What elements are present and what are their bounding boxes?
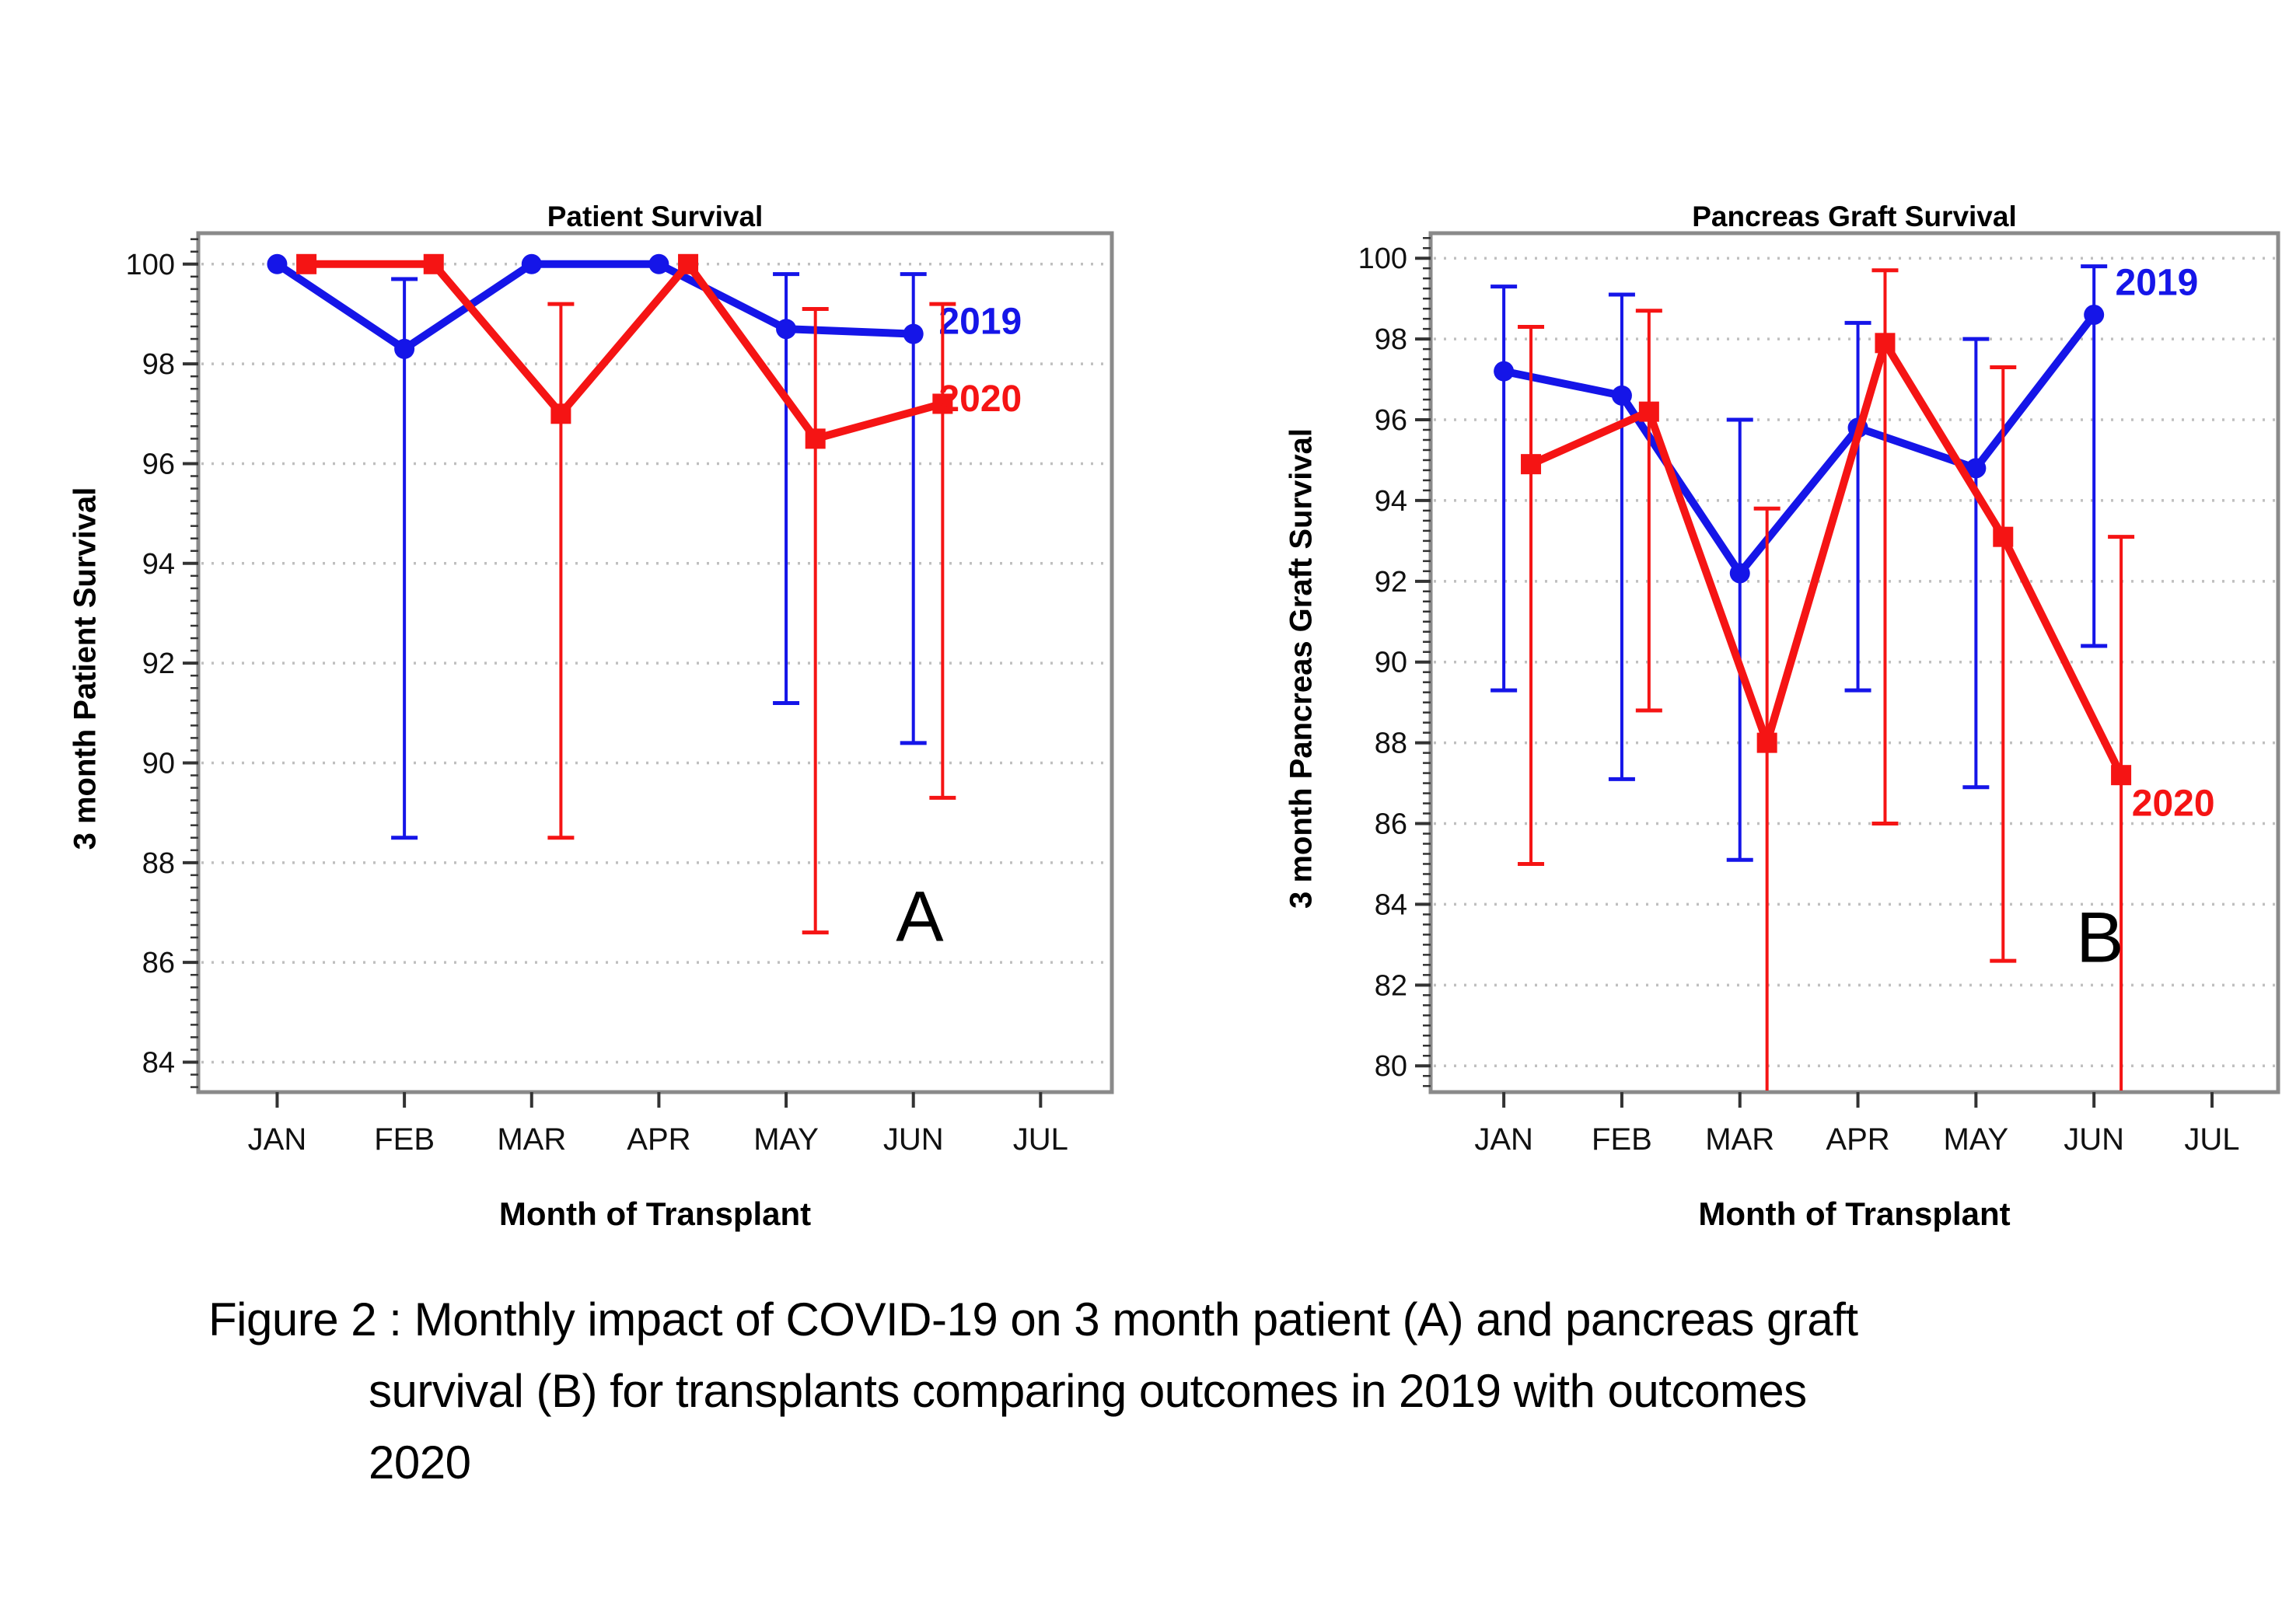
series-2019-line [273, 260, 917, 353]
y-tick-label: 88 [1375, 728, 1407, 760]
chart-a-x-axis-title: Month of Transplant [498, 1195, 812, 1232]
y-tick-label: 90 [1375, 647, 1407, 679]
x-tick-label: JUL [1013, 1122, 1068, 1157]
x-tick-label: FEB [374, 1122, 435, 1157]
x-axis: JAN FEB MAR APR MAY JUN JUL [1474, 1092, 2240, 1157]
series-2019-label: 2019 [938, 302, 1022, 343]
figure-caption-line-2: survival (B) for transplants comparing o… [369, 1365, 1807, 1417]
chart-b-title: Pancreas Graft Survival [1692, 201, 2017, 232]
x-tick-label: MAY [753, 1122, 819, 1157]
series-2020-line [302, 260, 947, 443]
y-tick-label: 96 [142, 448, 175, 480]
panel-letter-B: B [2076, 899, 2123, 978]
y-tick-label: 80 [1375, 1050, 1407, 1083]
x-tick-label: APR [627, 1122, 690, 1157]
y-tick-label: 98 [142, 348, 175, 381]
y-tick-label: 100 [1358, 243, 1407, 275]
series-2019-errorbars [391, 272, 927, 840]
x-tick-label: MAR [1705, 1122, 1774, 1157]
series-2019-markers [267, 253, 924, 359]
x-tick-label: APR [1826, 1122, 1889, 1157]
y-tick-label: 82 [1375, 969, 1407, 1002]
series-2020-markers [296, 253, 953, 449]
series-2020-line [1527, 339, 2126, 780]
y-tick-label: 84 [1375, 888, 1407, 921]
figure-caption-line-1: Figure 2 : Monthly impact of COVID-19 on… [208, 1293, 1858, 1346]
x-tick-label: JUN [883, 1122, 944, 1157]
series-2020-label: 2020 [938, 379, 1022, 420]
x-axis: JAN FEB MAR APR MAY JUN JUL [248, 1092, 1068, 1157]
y-tick-label: 90 [142, 747, 175, 780]
y-axis: 84 86 88 90 92 94 96 98 100 [126, 238, 198, 1088]
patient-survival-chart: Patient Survival 3 month Patient Surviva… [31, 132, 1120, 1298]
chart-b-plot-area: 80 82 84 86 88 90 92 94 96 98 100 JAN FEB MAR APR MAY JU… [1358, 231, 2280, 1157]
y-tick-label: 88 [142, 847, 175, 880]
x-tick-label: JAN [248, 1122, 307, 1157]
y-tick-label: 100 [126, 249, 175, 281]
plot-frame [196, 231, 1114, 1094]
series-2019-line [1500, 310, 2099, 578]
series-2019-label: 2019 [2116, 262, 2199, 303]
y-tick-label: 86 [142, 947, 175, 979]
pancreas-graft-survival-chart: Pancreas Graft Survival 3 month Pancreas… [1244, 132, 2296, 1298]
chart-a-plot-area: 84 86 88 90 92 94 96 98 100 JAN FEB MAR APR MAY JUN JUL… [126, 231, 1114, 1157]
x-tick-label: JUL [2184, 1122, 2239, 1157]
y-tick-label: 86 [1375, 808, 1407, 841]
series-2020-markers [1521, 333, 2132, 786]
figure-caption: Figure 2 : Monthly impact of COVID-19 on… [208, 1297, 2113, 1511]
y-tick-label: 98 [1375, 323, 1407, 356]
y-tick-label: 96 [1375, 404, 1407, 437]
chart-b-x-axis-title: Month of Transplant [1698, 1195, 2011, 1232]
y-tick-label: 92 [1375, 566, 1407, 599]
series-2020-errorbars [1518, 268, 2135, 1091]
figure-caption-line-3: 2020 [369, 1436, 471, 1489]
y-axis: 80 82 84 86 88 90 92 94 96 98 100 [1358, 236, 1431, 1087]
x-tick-label: JUN [2064, 1122, 2124, 1157]
x-tick-label: MAR [497, 1122, 566, 1157]
series-2019-errorbars [1490, 264, 2108, 862]
series-2020-errorbars [547, 302, 956, 935]
panel-letter-A: A [896, 877, 944, 956]
x-tick-label: JAN [1474, 1122, 1533, 1157]
x-tick-label: MAY [1944, 1122, 2009, 1157]
series-2020-label: 2020 [2132, 784, 2215, 825]
y-tick-label: 92 [142, 647, 175, 680]
chart-a-title: Patient Survival [547, 201, 764, 232]
plot-frame [1428, 231, 2280, 1094]
y-tick-label: 84 [142, 1046, 175, 1079]
x-tick-label: FEB [1592, 1122, 1652, 1157]
y-tick-label: 94 [1375, 485, 1407, 518]
y-tick-label: 94 [142, 548, 175, 581]
